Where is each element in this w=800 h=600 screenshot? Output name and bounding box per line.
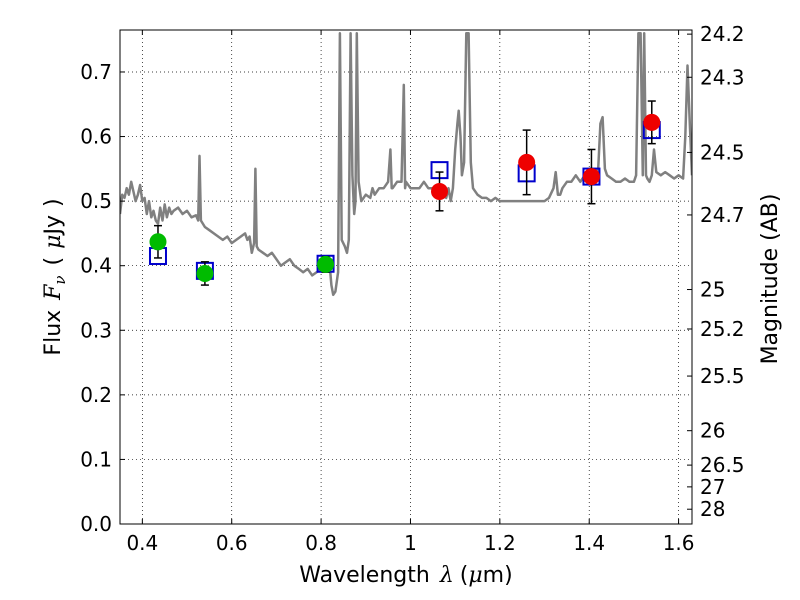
y-axis-label-unit-rest: Jy	[41, 215, 66, 237]
plot-area	[120, 31, 692, 297]
y-tick-label: 0.1	[80, 447, 112, 471]
observed-point	[149, 233, 167, 251]
observed-point	[643, 113, 661, 131]
spectrum-line	[120, 31, 692, 297]
y-tick-label: 0.2	[80, 383, 112, 407]
x-tick-label: 0.4	[126, 531, 158, 555]
y2-tick-label: 25.2	[700, 317, 745, 341]
x-axis-label-unit-rest: m)	[483, 563, 513, 588]
y-axis-label-text: Flux	[41, 310, 66, 356]
y2-tick-label: 28	[700, 497, 725, 521]
x-axis-label-text: Wavelength	[299, 563, 430, 588]
observed-point	[196, 264, 214, 282]
y2-tick-label: 24.2	[700, 22, 745, 46]
x-tick-label: 0.6	[216, 531, 248, 555]
y-tick-label: 0.4	[80, 254, 112, 278]
x-tick-label: 1.2	[484, 531, 516, 555]
x-axis-label: Wavelength λ (μm)	[299, 563, 512, 588]
y2-tick-label: 24.7	[700, 203, 745, 227]
y-tick-label: 0.0	[80, 512, 112, 536]
y-axis-label-symbol: F	[41, 284, 66, 301]
y-axis-label-unit-open: (	[41, 257, 66, 266]
y2-tick-label: 25.5	[700, 364, 745, 388]
x-tick-label: 1.4	[573, 531, 605, 555]
y-axis-label-subscript: ν	[51, 275, 69, 284]
y2-tick-label: 26.5	[700, 453, 745, 477]
x-tick-label: 0.8	[305, 531, 337, 555]
y-tick-label: 0.6	[80, 125, 112, 149]
y-tick-label: 0.5	[80, 189, 112, 213]
y-tick-label: 0.3	[80, 318, 112, 342]
y-axis-label: Flux Fν ( μJy)	[41, 198, 69, 355]
observed-point	[582, 168, 600, 186]
y-tick-label: 0.7	[80, 60, 112, 84]
x-tick-label: 1	[404, 531, 417, 555]
y-axis-label-unit-close: )	[41, 198, 66, 207]
y2-tick-label: 27	[700, 475, 725, 499]
x-axis-label-unit-mu: μ	[468, 563, 482, 588]
y2-tick-label: 25	[700, 278, 725, 302]
observed-point	[518, 153, 536, 171]
y2-tick-label: 24.3	[700, 65, 745, 89]
plot-frame	[119, 29, 693, 525]
y2-tick-label: 24.5	[700, 140, 745, 164]
x-tick-label: 1.6	[663, 531, 695, 555]
axes: 0.4 0.6 0.8 1 1.2 1.4 1.6 0.0 0.1 0.2 0.3 0.4 0.5 0.6…	[80, 22, 744, 555]
y-axis-label-unit-mu: μ	[41, 235, 66, 249]
observed-point	[317, 255, 335, 273]
y2-tick-label: 26	[700, 419, 725, 443]
x-axis-label-symbol: λ	[439, 563, 454, 588]
x-axis-label-unit-open: (	[460, 563, 469, 588]
observed-point	[431, 182, 449, 200]
y2-axis-label: Magnitude (AB)	[758, 194, 783, 365]
